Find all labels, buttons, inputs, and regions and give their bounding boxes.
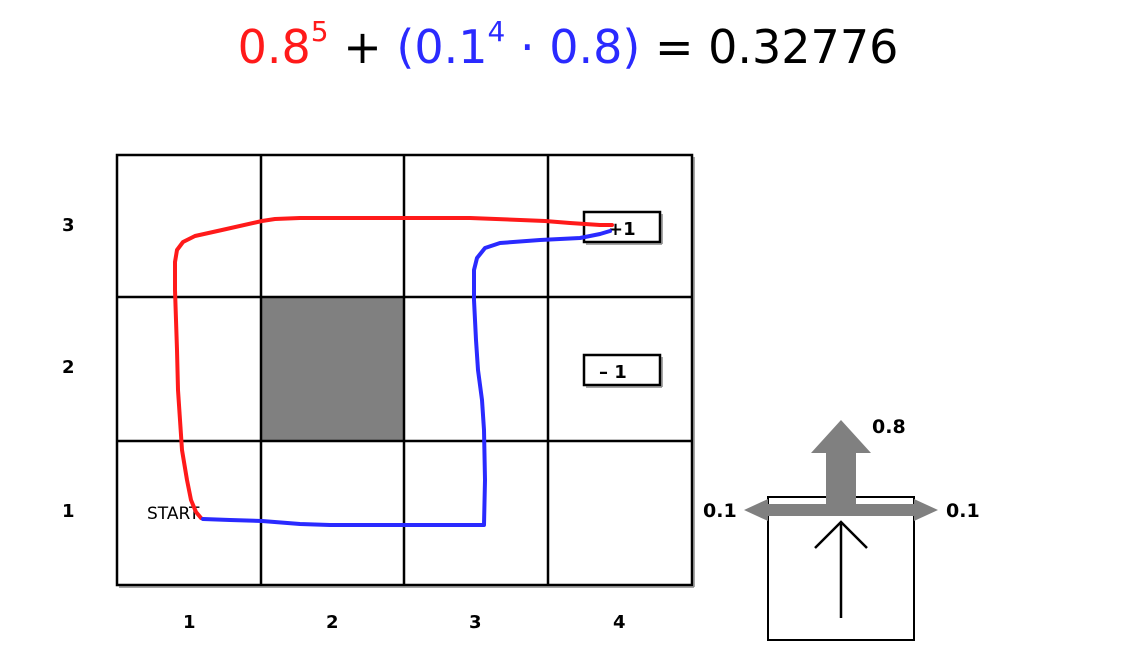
col-label-3: 3 (469, 612, 482, 633)
blue-path (201, 229, 612, 527)
red-term: 0.85 (237, 18, 329, 75)
reward-box-positive: +1 (582, 210, 663, 245)
reward-box-negative: – 1 (582, 353, 663, 388)
plus-sign: + (328, 20, 397, 74)
red-path (173, 216, 614, 520)
reward-positive-label: +1 (608, 219, 636, 240)
blue-term-open: (0.1 (396, 20, 488, 74)
right-prob-label: 0.1 (946, 500, 980, 522)
left-arrow-icon (744, 499, 841, 521)
col-label-2: 2 (326, 612, 339, 633)
equals-sign: = (640, 20, 709, 74)
blue-term-close: · 0.8) (505, 20, 641, 74)
forward-arrow-icon (811, 420, 871, 516)
red-term-exponent: 5 (310, 15, 329, 48)
intended-action-arrow-icon (814, 520, 868, 618)
probability-equation: 0.85 + (0.14 · 0.8) = 0.32776 (0, 18, 1136, 75)
blue-term-exponent: 4 (487, 15, 506, 48)
left-prob-label: 0.1 (703, 500, 737, 522)
right-arrow-icon (841, 499, 938, 521)
blue-term: (0.14 · 0.8) (396, 18, 641, 75)
reward-negative-label: – 1 (599, 362, 627, 383)
row-label-1: 1 (62, 501, 75, 522)
row-label-3: 3 (62, 215, 75, 236)
start-label: START (147, 504, 200, 524)
col-label-4: 4 (613, 612, 626, 633)
red-term-base: 0.8 (237, 20, 311, 74)
col-label-1: 1 (183, 612, 196, 633)
grid-lines (115, 153, 694, 587)
equation-result: 0.32776 (708, 20, 899, 74)
obstacle-cell (261, 297, 404, 441)
row-label-2: 2 (62, 357, 75, 378)
action-model: 0.8 0.1 0.1 (703, 416, 980, 641)
forward-prob-label: 0.8 (872, 416, 906, 438)
